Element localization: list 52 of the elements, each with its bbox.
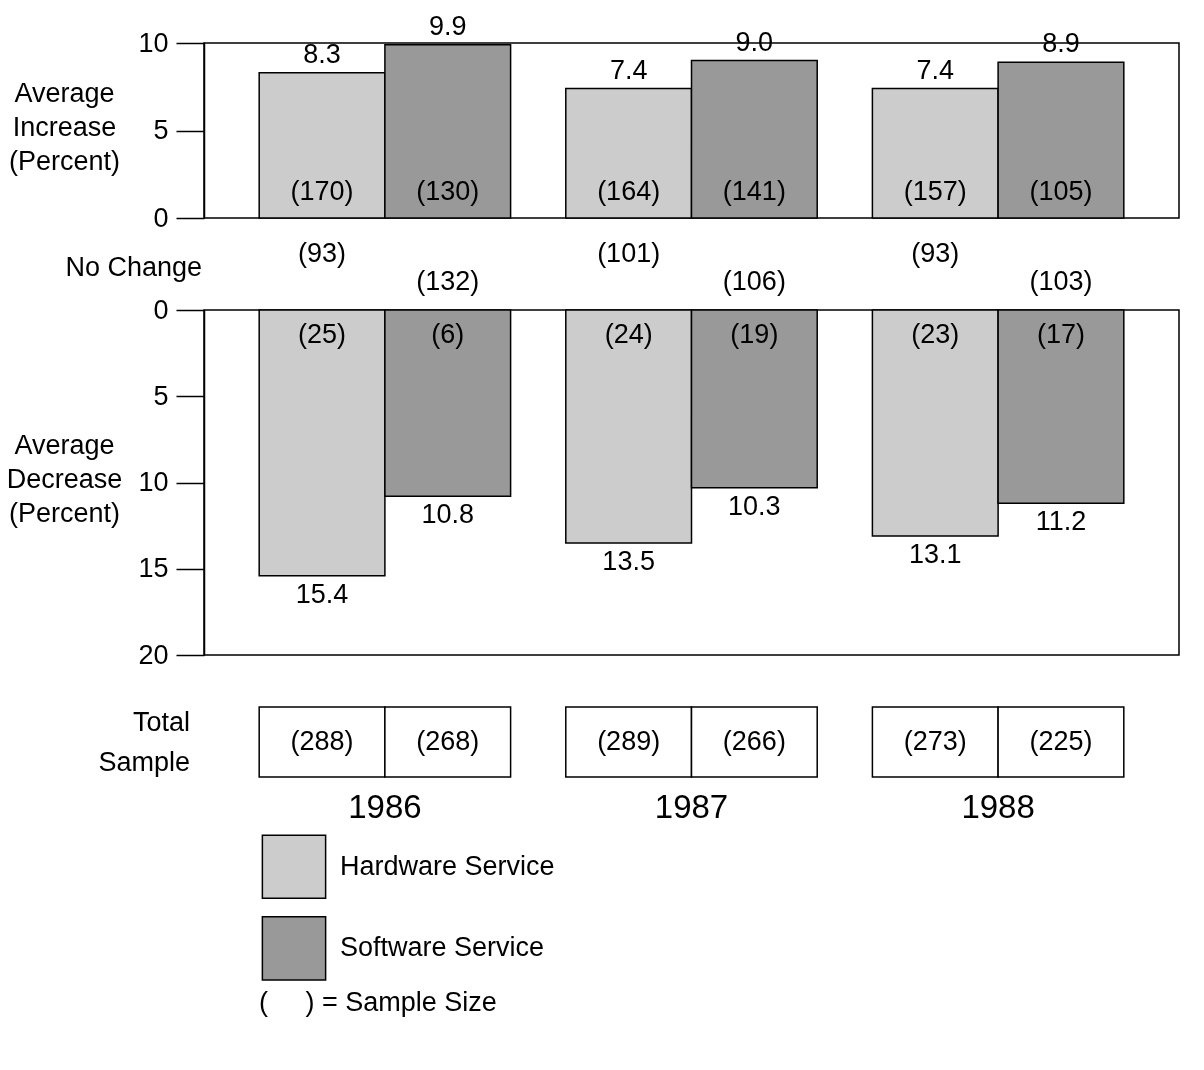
x-tick-label: 1986 bbox=[348, 787, 422, 825]
text: Total Sample bbox=[98, 707, 190, 777]
text: (266) bbox=[722, 726, 786, 756]
annotation: (17) bbox=[1036, 319, 1085, 349]
y-tick-label: 5 bbox=[153, 380, 169, 411]
text: (273) bbox=[903, 726, 967, 756]
text: (101) bbox=[597, 238, 661, 268]
text: (103) bbox=[1029, 266, 1093, 296]
annotation: (130) bbox=[416, 176, 480, 206]
legend-label: Hardware Service bbox=[340, 850, 555, 881]
y-axis-title: Average Increase (Percent) bbox=[8, 78, 121, 176]
data-label: 9.9 bbox=[428, 10, 467, 41]
text: (132) bbox=[416, 266, 480, 296]
data-label: 7.4 bbox=[916, 54, 955, 85]
data-label: 10.8 bbox=[421, 499, 475, 530]
text: (288) bbox=[290, 726, 354, 756]
text: No Change bbox=[65, 252, 202, 282]
annotation: (105) bbox=[1029, 176, 1093, 206]
text: ( ) = Sample Size bbox=[259, 987, 497, 1017]
x-tick-label: 1988 bbox=[961, 787, 1035, 825]
y-tick-label: 10 bbox=[138, 467, 169, 497]
annotation: (25) bbox=[298, 319, 347, 349]
data-label: 13.1 bbox=[908, 538, 962, 569]
text: (93) bbox=[911, 238, 960, 268]
annotation: (157) bbox=[903, 176, 967, 206]
text: (268) bbox=[416, 726, 480, 756]
data-label: 11.2 bbox=[1035, 506, 1087, 537]
y-tick-label: 0 bbox=[153, 202, 169, 233]
data-label: 8.3 bbox=[303, 38, 341, 69]
legend-label: Software Service bbox=[340, 932, 545, 963]
data-label: 13.5 bbox=[602, 545, 655, 576]
x-tick-label: 1987 bbox=[654, 787, 729, 825]
annotation: (141) bbox=[722, 176, 786, 206]
y-tick-label: 10 bbox=[138, 27, 169, 58]
data-label: 7.4 bbox=[609, 54, 648, 85]
data-label: 10.3 bbox=[728, 490, 781, 521]
data-label: 15.4 bbox=[295, 578, 349, 609]
annotation: (19) bbox=[730, 319, 779, 349]
text: (289) bbox=[597, 726, 661, 756]
y-axis-title: Average Decrease (Percent) bbox=[6, 430, 123, 528]
y-tick-label: 20 bbox=[138, 639, 169, 670]
text: (93) bbox=[298, 238, 347, 268]
y-tick-label: 15 bbox=[138, 553, 169, 584]
text: (106) bbox=[722, 266, 786, 296]
annotation: (170) bbox=[290, 176, 354, 206]
annotation: (24) bbox=[604, 319, 653, 349]
annotation: (164) bbox=[597, 176, 661, 206]
y-tick-label: 5 bbox=[153, 115, 169, 145]
y-tick-label: 0 bbox=[153, 294, 169, 325]
text: (225) bbox=[1029, 726, 1093, 756]
annotation: (6) bbox=[431, 319, 465, 349]
annotation: (23) bbox=[911, 319, 960, 349]
